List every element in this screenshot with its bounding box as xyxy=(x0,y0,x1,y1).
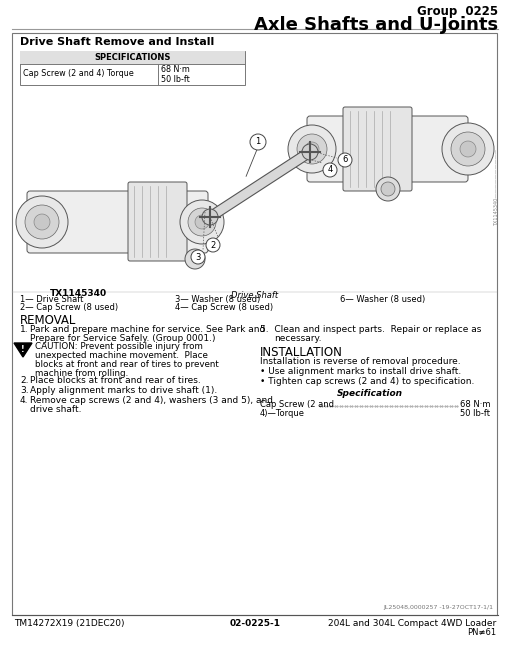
Text: PN≢61: PN≢61 xyxy=(466,628,495,637)
Text: 1.: 1. xyxy=(20,325,29,334)
Circle shape xyxy=(301,144,318,160)
Text: TX1145340: TX1145340 xyxy=(50,289,107,298)
Text: CAUTION: Prevent possible injury from: CAUTION: Prevent possible injury from xyxy=(35,342,203,351)
Text: 204L and 304L Compact 4WD Loader: 204L and 304L Compact 4WD Loader xyxy=(327,619,495,628)
Text: Drive Shaft Remove and Install: Drive Shaft Remove and Install xyxy=(20,37,214,47)
Circle shape xyxy=(459,141,475,157)
Text: Place blocks at front and rear of tires.: Place blocks at front and rear of tires. xyxy=(30,376,201,385)
Text: 6— Washer (8 used): 6— Washer (8 used) xyxy=(340,295,425,304)
Circle shape xyxy=(450,132,484,166)
Text: Cap Screw (2 and 4) Torque: Cap Screw (2 and 4) Torque xyxy=(23,70,133,78)
Polygon shape xyxy=(207,148,312,221)
Circle shape xyxy=(249,134,266,150)
Text: Group  0225: Group 0225 xyxy=(416,5,497,18)
Text: Drive Shaft: Drive Shaft xyxy=(231,291,278,300)
Text: JL25048,0000257 -19-27OCT17-1/1: JL25048,0000257 -19-27OCT17-1/1 xyxy=(382,605,492,610)
Circle shape xyxy=(188,208,216,236)
FancyBboxPatch shape xyxy=(27,191,208,253)
Text: 1— Drive Shaft: 1— Drive Shaft xyxy=(20,295,83,304)
Text: 4)—Torque: 4)—Torque xyxy=(260,409,304,418)
Text: !: ! xyxy=(21,346,25,355)
FancyBboxPatch shape xyxy=(20,51,244,64)
Circle shape xyxy=(25,205,59,239)
Text: Specification: Specification xyxy=(336,389,402,398)
Text: 6: 6 xyxy=(342,156,347,164)
Text: REMOVAL: REMOVAL xyxy=(20,314,76,327)
Circle shape xyxy=(380,182,394,196)
Text: Cap Screw (2 and: Cap Screw (2 and xyxy=(260,400,333,409)
Circle shape xyxy=(34,214,50,230)
Text: necessary.: necessary. xyxy=(273,334,321,343)
Text: 2— Cap Screw (8 used): 2— Cap Screw (8 used) xyxy=(20,303,118,312)
Text: 50 lb-ft: 50 lb-ft xyxy=(459,409,489,418)
Circle shape xyxy=(288,125,335,173)
FancyBboxPatch shape xyxy=(306,116,467,182)
Text: 2.: 2. xyxy=(20,376,29,385)
Circle shape xyxy=(16,196,68,248)
Text: 4.: 4. xyxy=(20,396,29,405)
Text: 3— Washer (8 used): 3— Washer (8 used) xyxy=(175,295,260,304)
Text: Park and prepare machine for service. See Park and: Park and prepare machine for service. Se… xyxy=(30,325,265,334)
Text: drive shaft.: drive shaft. xyxy=(30,405,81,414)
Text: TM14272X19 (21DEC20): TM14272X19 (21DEC20) xyxy=(14,619,124,628)
Text: INSTALLATION: INSTALLATION xyxy=(260,346,342,359)
Text: 3: 3 xyxy=(195,252,201,261)
Circle shape xyxy=(304,142,318,156)
Text: 68 N·m: 68 N·m xyxy=(161,66,189,74)
Text: 50 lb-ft: 50 lb-ft xyxy=(161,74,189,83)
Text: • Use alignment marks to install drive shaft.: • Use alignment marks to install drive s… xyxy=(260,367,460,376)
Text: Apply alignment marks to drive shaft (1).: Apply alignment marks to drive shaft (1)… xyxy=(30,386,217,395)
Text: TX1145340——————————: TX1145340—————————— xyxy=(494,148,498,225)
Circle shape xyxy=(191,250,205,264)
Text: 3.: 3. xyxy=(20,386,29,395)
Text: 02-0225-1: 02-0225-1 xyxy=(229,619,280,628)
Text: SPECIFICATIONS: SPECIFICATIONS xyxy=(94,53,171,62)
Circle shape xyxy=(180,200,223,244)
Circle shape xyxy=(194,215,209,229)
Text: 5.  Clean and inspect parts.  Repair or replace as: 5. Clean and inspect parts. Repair or re… xyxy=(260,325,480,334)
Circle shape xyxy=(375,177,399,201)
Text: Remove cap screws (2 and 4), washers (3 and 5), and: Remove cap screws (2 and 4), washers (3 … xyxy=(30,396,272,405)
Text: 2: 2 xyxy=(210,240,215,250)
Text: unexpected machine movement.  Place: unexpected machine movement. Place xyxy=(35,351,208,360)
FancyBboxPatch shape xyxy=(343,107,411,191)
FancyBboxPatch shape xyxy=(20,51,244,85)
Circle shape xyxy=(206,238,219,252)
Text: 1: 1 xyxy=(255,137,260,147)
Text: 4: 4 xyxy=(327,166,332,175)
Circle shape xyxy=(441,123,493,175)
Text: Installation is reverse of removal procedure.: Installation is reverse of removal proce… xyxy=(260,357,460,366)
Text: Prepare for Service Safely. (Group 0001.): Prepare for Service Safely. (Group 0001.… xyxy=(30,334,215,343)
Text: machine from rolling.: machine from rolling. xyxy=(35,369,128,378)
Polygon shape xyxy=(14,343,32,357)
Circle shape xyxy=(322,163,336,177)
Circle shape xyxy=(296,134,326,164)
Text: • Tighten cap screws (2 and 4) to specification.: • Tighten cap screws (2 and 4) to specif… xyxy=(260,377,473,386)
Circle shape xyxy=(185,249,205,269)
FancyBboxPatch shape xyxy=(128,182,187,261)
Circle shape xyxy=(202,209,217,225)
Text: Axle Shafts and U-Joints: Axle Shafts and U-Joints xyxy=(253,16,497,34)
Text: 4— Cap Screw (8 used): 4— Cap Screw (8 used) xyxy=(175,303,273,312)
Circle shape xyxy=(337,153,351,167)
Text: blocks at front and rear of tires to prevent: blocks at front and rear of tires to pre… xyxy=(35,360,218,369)
FancyBboxPatch shape xyxy=(12,33,496,615)
Text: 68 N·m: 68 N·m xyxy=(459,400,490,409)
